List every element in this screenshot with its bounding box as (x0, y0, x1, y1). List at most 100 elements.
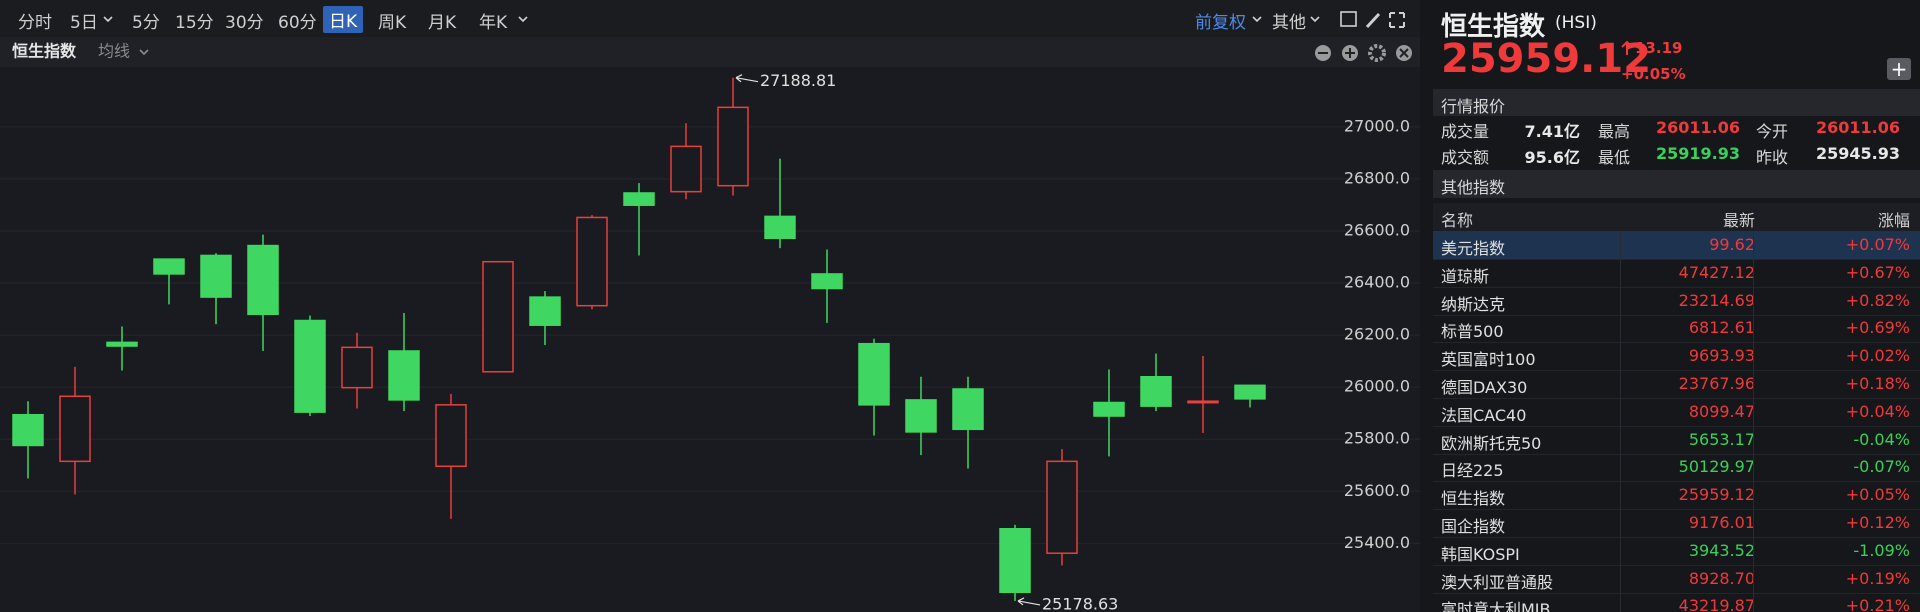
index-row[interactable]: 富时意大利MIB 43219.87 +0.21% (1433, 592, 1920, 612)
period-tab[interactable]: 30分 (225, 13, 264, 33)
chart-controls (1315, 44, 1412, 62)
candle-body (294, 319, 326, 413)
column-header: 最新 (1722, 211, 1755, 230)
index-name: 日经225 (1441, 461, 1504, 481)
draw-button[interactable] (1365, 12, 1381, 29)
period-tab[interactable]: 月K (428, 13, 457, 33)
y-tick-label: 26200.0 (1344, 325, 1410, 344)
column-divider (1753, 481, 1754, 510)
section-title: 行情报价 (1441, 97, 1506, 116)
toolbar-icons (103, 11, 1405, 29)
index-change: -0.04% (1853, 429, 1910, 449)
index-row[interactable]: 欧洲斯托克50 5653.17 -0.04% (1433, 425, 1920, 455)
column-divider (1620, 509, 1621, 537)
candle-body (200, 254, 232, 298)
index-change: -1.09% (1853, 540, 1910, 560)
index-name: 法国CAC40 (1441, 405, 1527, 425)
index-row[interactable]: 国企指数 9176.01 +0.12% (1433, 509, 1920, 538)
index-row[interactable]: 法国CAC40 8099.47 +0.04% (1433, 397, 1920, 427)
candle-body (1046, 460, 1078, 554)
field-label: 最高 (1598, 122, 1631, 141)
candle (717, 77, 749, 196)
index-row[interactable]: 韩国KOSPI 3943.52 -1.09% (1433, 536, 1920, 566)
candle-body (106, 341, 138, 347)
settings-button[interactable] (1368, 44, 1386, 62)
section-bar (1433, 89, 1920, 116)
index-change: +0.67% (1845, 262, 1910, 282)
column-divider (1753, 286, 1754, 315)
chart-header-bar (0, 37, 1420, 67)
period-tab-active[interactable]: 日K (323, 6, 364, 33)
index-row[interactable]: 美元指数 99.62 +0.07% (1433, 231, 1920, 260)
candle-body (482, 260, 514, 373)
other-menu[interactable]: 其他 (1272, 13, 1306, 33)
index-row[interactable]: 德国DAX30 23767.96 +0.18% (1433, 370, 1920, 399)
candle-body (1093, 401, 1125, 417)
section-bar (1433, 170, 1920, 198)
index-latest: 99.62 (1709, 235, 1755, 254)
candle-body (858, 342, 890, 406)
candle (341, 332, 373, 409)
index-change: +0.82% (1845, 290, 1910, 310)
candle-body (905, 399, 937, 433)
index-row[interactable]: 日经225 50129.97 -0.07% (1433, 453, 1920, 483)
indicator-menu[interactable]: 均线 (98, 42, 130, 61)
candle (1140, 353, 1172, 412)
column-divider (1753, 370, 1754, 398)
table-header: 名称 最新 涨幅 (1433, 203, 1920, 232)
index-row[interactable]: 恒生指数 25959.12 +0.05% (1433, 481, 1920, 511)
index-latest: 25959.12 (1678, 485, 1755, 505)
layout-button[interactable] (1340, 11, 1357, 27)
column-divider (1620, 425, 1621, 454)
index-row[interactable]: 标普500 6812.61 +0.69% (1433, 314, 1920, 344)
candle-body (341, 346, 373, 389)
period-tab[interactable]: 15分 (175, 13, 214, 33)
period-tab[interactable]: 60分 (278, 13, 317, 33)
y-tick-label: 26800.0 (1344, 168, 1410, 187)
column-divider (1753, 258, 1754, 287)
index-change: +0.21% (1845, 596, 1910, 612)
period-tab[interactable]: 周K (378, 13, 407, 33)
column-divider (1620, 314, 1621, 343)
add-button[interactable]: + (1887, 58, 1911, 80)
candle-body (153, 258, 185, 275)
index-name: 韩国KOSPI (1441, 544, 1520, 564)
adjust-menu[interactable]: 前复权 (1195, 13, 1246, 33)
index-row[interactable]: 道琼斯 47427.12 +0.67% (1433, 258, 1920, 288)
period-tab[interactable]: 5分 (132, 13, 160, 33)
y-tick-label: 27000.0 (1344, 116, 1410, 135)
index-row[interactable]: 英国富时100 9693.93 +0.02% (1433, 342, 1920, 372)
period-tab[interactable]: 分时 (18, 13, 52, 33)
index-change: +0.07% (1845, 235, 1910, 254)
index-change: -0.07% (1853, 457, 1910, 477)
period-tab[interactable]: 年K (479, 13, 508, 33)
index-row[interactable]: 纳斯达克 23214.69 +0.82% (1433, 286, 1920, 316)
index-latest: 23214.69 (1678, 290, 1755, 310)
candle (1046, 449, 1078, 566)
column-divider (1620, 481, 1621, 510)
index-latest: 9176.01 (1688, 513, 1755, 532)
field-label: 最低 (1598, 148, 1631, 167)
candle (12, 401, 44, 479)
toolbar: 分时 5日 5分 15分 30分 60分 日K 周K 月K 年K 前复权 其他 (0, 0, 1420, 37)
fullscreen-button[interactable] (1389, 12, 1405, 28)
candle (1234, 384, 1266, 408)
candle-body (576, 216, 608, 307)
candle-body (670, 145, 702, 193)
candle (764, 158, 796, 249)
candle-body (388, 350, 420, 401)
index-latest: 8099.47 (1688, 401, 1755, 421)
column-divider (1753, 509, 1754, 537)
index-latest: 43219.87 (1678, 596, 1755, 612)
candle (999, 524, 1031, 601)
annotation-arrow (1017, 597, 1041, 606)
field-value: 26011.06 (1655, 118, 1740, 137)
index-row[interactable]: 澳大利亚普通股 8928.70 +0.19% (1433, 564, 1920, 594)
y-tick-label: 25600.0 (1344, 481, 1410, 500)
column-divider (1753, 425, 1754, 454)
candle (623, 183, 655, 256)
period-tab[interactable]: 5日 (70, 13, 98, 33)
candle (435, 393, 467, 519)
index-name: 澳大利亚普通股 (1441, 572, 1554, 592)
